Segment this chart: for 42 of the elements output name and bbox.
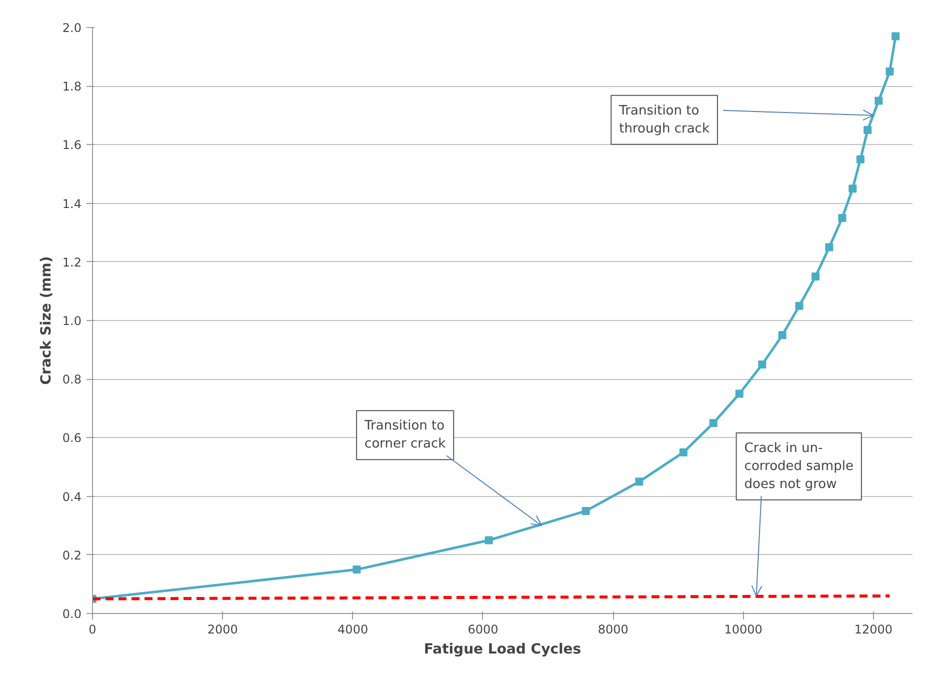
point (352, 566, 361, 574)
annotation: Transition to through crack (618, 103, 710, 136)
point (635, 478, 644, 486)
y-tick-label: 0.6 (62, 431, 82, 446)
x-axis-title: Fatigue Load Cycles (424, 642, 582, 658)
point (892, 32, 900, 40)
y-axis-title: Crack Size (mm) (38, 256, 54, 385)
point (856, 155, 864, 164)
point (582, 506, 590, 515)
x-tick-label: 2000 (207, 622, 238, 636)
point (874, 96, 883, 105)
point (735, 390, 744, 398)
x-tick-label: 0 (88, 622, 96, 636)
point (679, 448, 688, 456)
point (812, 272, 820, 281)
point (758, 360, 766, 368)
x-tick-label: 12000 (854, 622, 893, 636)
y-tick-label: 0.8 (62, 372, 82, 387)
y-tick-label: 1.0 (62, 314, 82, 328)
y-tick-label: 1.2 (62, 255, 82, 270)
point (838, 214, 846, 222)
x-tick-label: 6000 (468, 622, 498, 636)
annotation: Crack in un- corroded sample does not grow (744, 440, 854, 492)
point (886, 67, 894, 76)
point (795, 302, 804, 310)
y-tick-label: 0.4 (62, 490, 82, 504)
y-tick-label: 1.4 (62, 196, 82, 211)
point (825, 243, 834, 252)
point (709, 419, 718, 428)
y-tick-label: 0.0 (62, 607, 82, 621)
y-tick-label: 0.2 (62, 548, 82, 562)
y-tick-label: 1.6 (62, 138, 82, 152)
point (778, 331, 786, 340)
point (864, 126, 872, 134)
point (484, 536, 493, 544)
x-tick-label: 8000 (598, 622, 628, 636)
y-tick-label: 1.8 (62, 80, 82, 94)
annotation: Transition to corner crack (364, 418, 446, 452)
point (848, 184, 857, 193)
x-tick-label: 4000 (338, 622, 368, 636)
x-tick-label: 10000 (724, 622, 762, 636)
y-tick-label: 2.0 (62, 21, 82, 35)
